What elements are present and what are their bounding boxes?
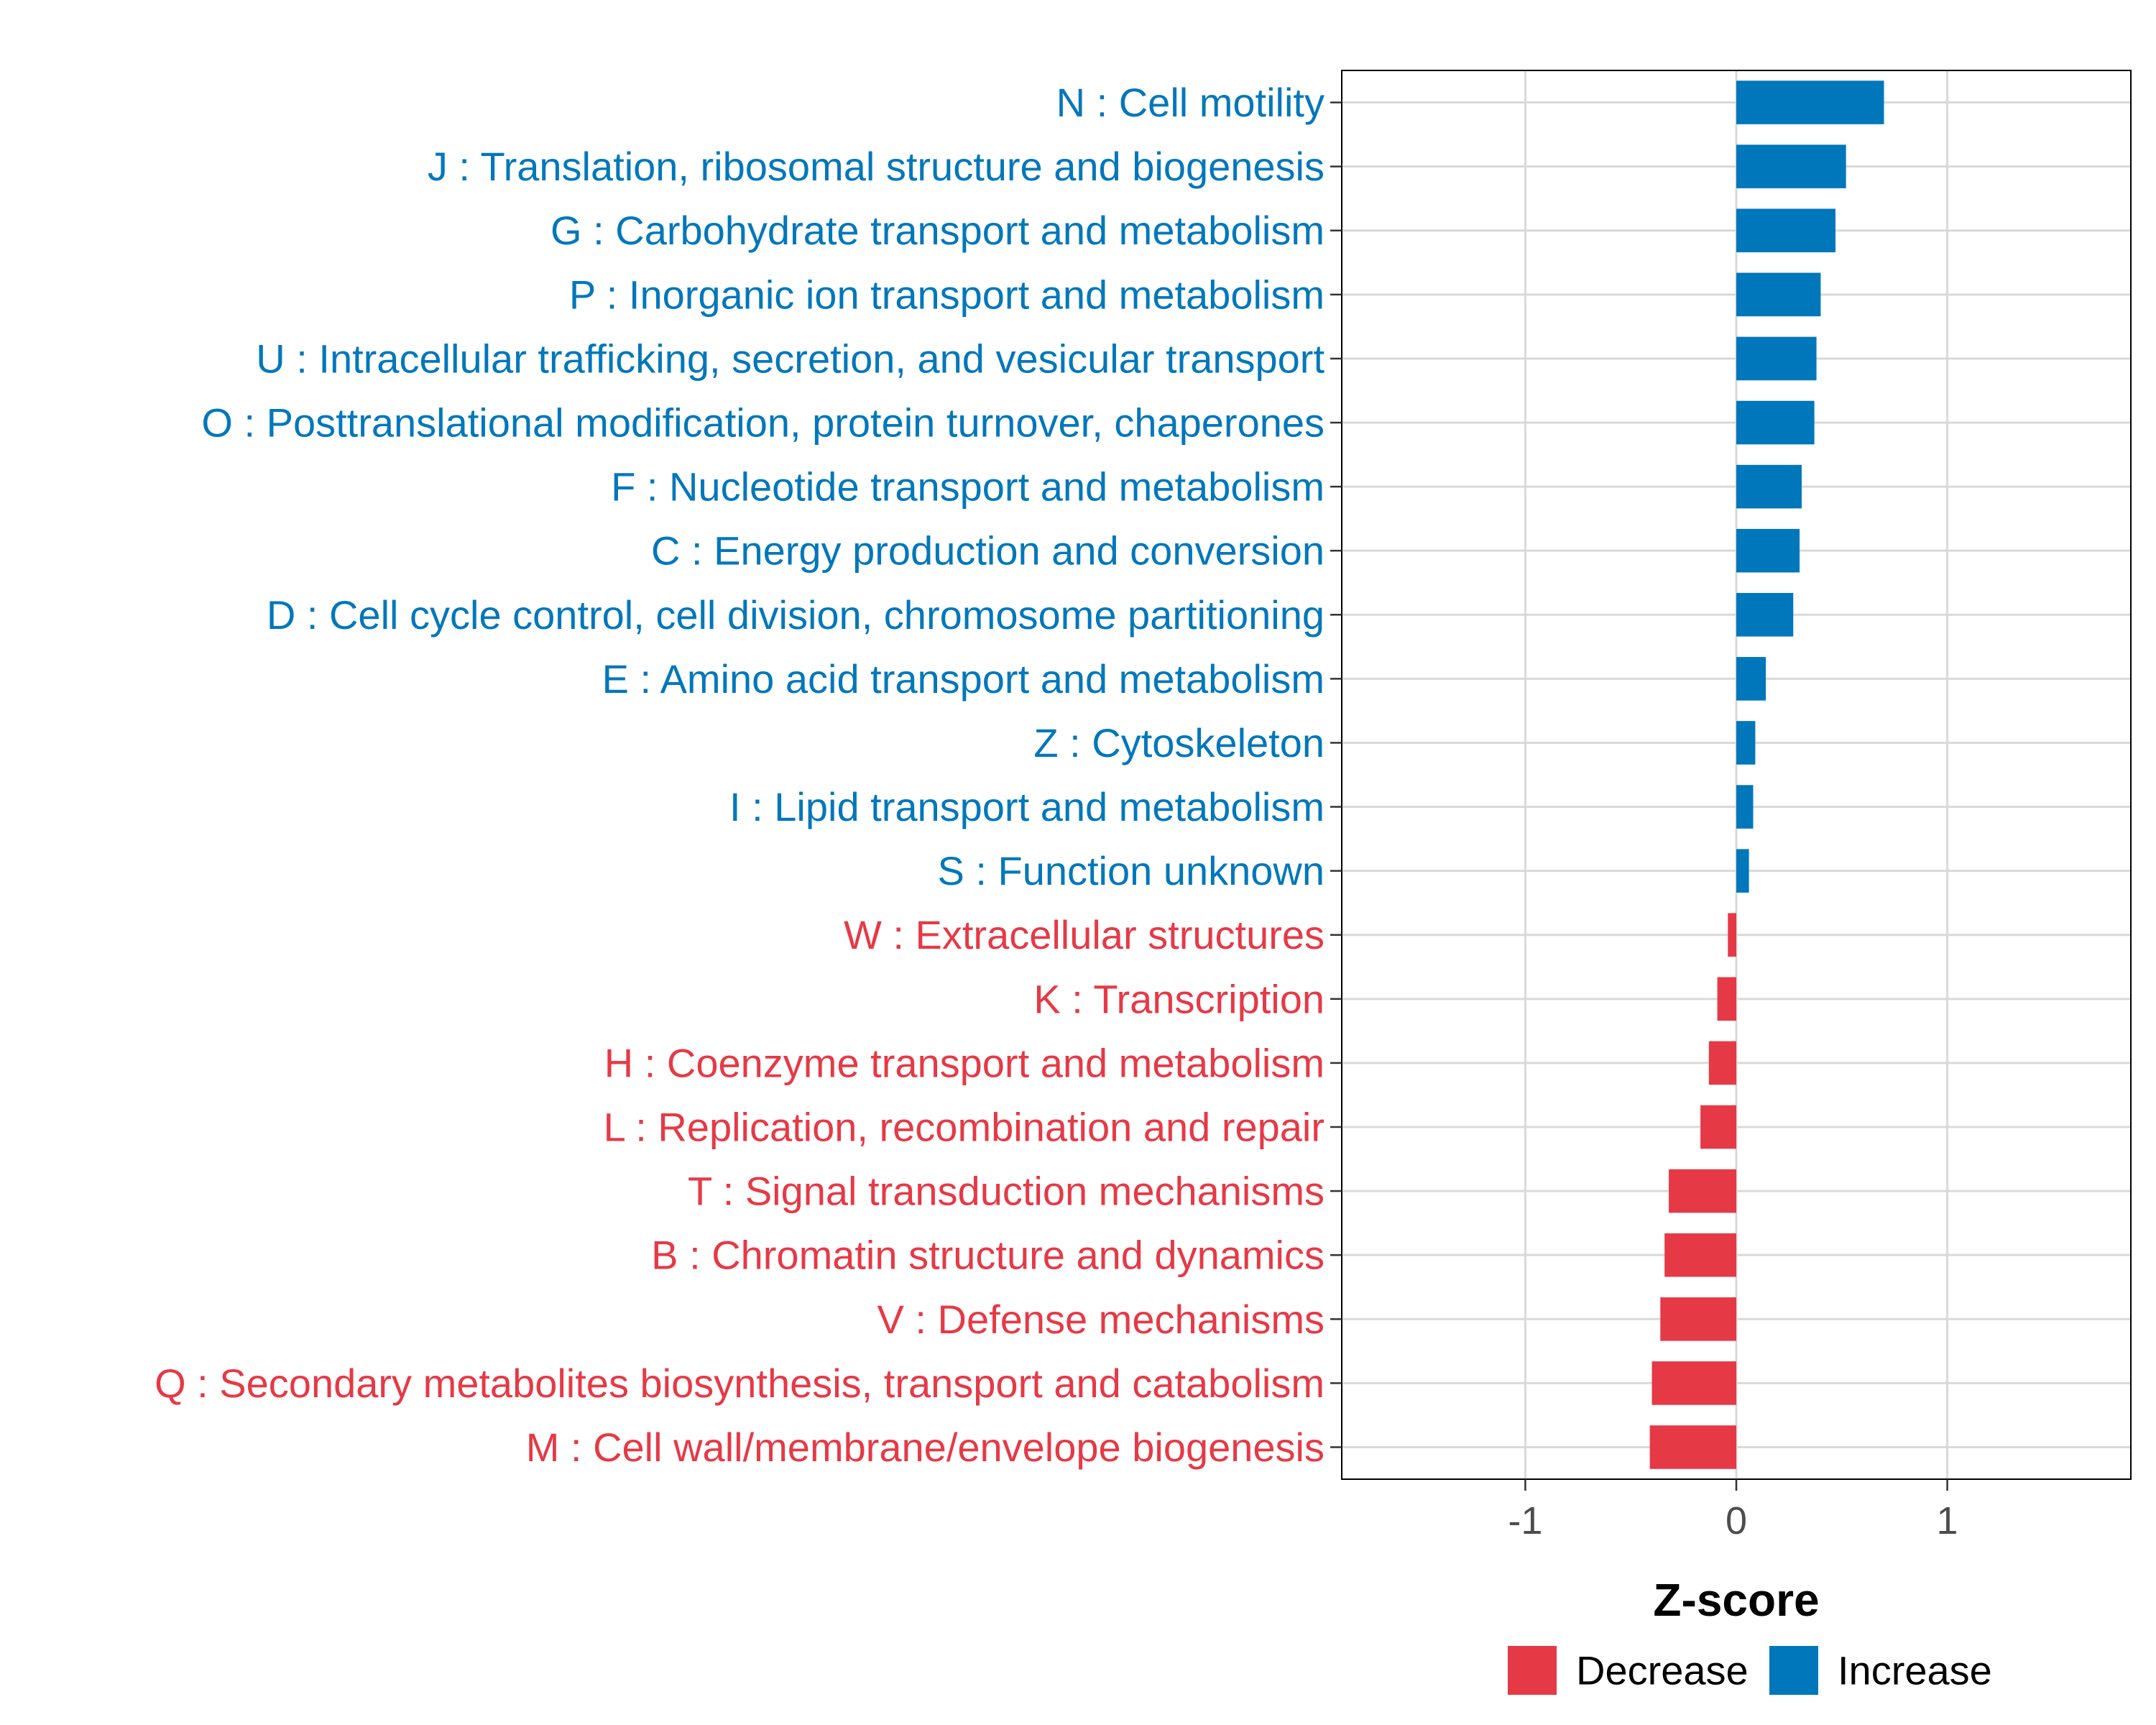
- y-tick-label: I : Lipid transport and metabolism: [729, 784, 1325, 829]
- y-tick-label: O : Posttranslational modification, prot…: [201, 400, 1325, 446]
- y-tick-label: F : Nucleotide transport and metabolism: [611, 464, 1325, 510]
- y-tick-label: N : Cell motility: [1056, 80, 1325, 125]
- x-tick-label: -1: [1508, 1499, 1542, 1542]
- x-tick-label: 1: [1937, 1499, 1958, 1542]
- x-tick-label: 0: [1726, 1499, 1747, 1542]
- bar-increase: [1736, 80, 1884, 124]
- bar-decrease: [1728, 913, 1736, 957]
- y-tick-label: G : Carbohydrate transport and metabolis…: [550, 208, 1325, 253]
- bar-increase: [1736, 657, 1766, 701]
- legend-label-decrease: Decrease: [1576, 1648, 1749, 1693]
- bar-decrease: [1649, 1425, 1736, 1469]
- y-tick-label: E : Amino acid transport and metabolism: [602, 656, 1325, 702]
- bar-increase: [1736, 336, 1817, 381]
- bar-decrease: [1660, 1297, 1736, 1341]
- bar-decrease: [1700, 1105, 1736, 1149]
- bar-decrease: [1669, 1169, 1736, 1213]
- bar-decrease: [1717, 977, 1736, 1021]
- bar-increase: [1736, 464, 1802, 509]
- bar-increase: [1736, 272, 1821, 317]
- y-tick-label: S : Function unknown: [937, 848, 1325, 893]
- y-tick-label: B : Chromatin structure and dynamics: [651, 1233, 1325, 1278]
- x-axis-title: Z-score: [1653, 1574, 1819, 1626]
- y-tick-label: C : Energy production and conversion: [651, 528, 1325, 574]
- bar-increase: [1736, 208, 1835, 253]
- legend-swatch-decrease: [1508, 1646, 1557, 1695]
- bar-decrease: [1651, 1361, 1736, 1405]
- y-axis-ticks: [1330, 101, 1342, 1448]
- y-tick-label: K : Transcription: [1033, 976, 1325, 1021]
- x-axis-ticks: -1 0 1: [1508, 1479, 1958, 1542]
- y-tick-label: T : Signal transduction mechanisms: [688, 1169, 1325, 1214]
- legend: Decrease Increase: [1508, 1646, 1992, 1695]
- legend-label-increase: Increase: [1838, 1648, 1992, 1693]
- y-tick-label: M : Cell wall/membrane/envelope biogenes…: [526, 1425, 1325, 1470]
- y-tick-label: W : Extracellular structures: [844, 912, 1325, 957]
- bar-increase: [1736, 849, 1749, 893]
- bar-increase: [1736, 400, 1815, 445]
- y-tick-label: H : Coenzyme transport and metabolism: [604, 1040, 1325, 1085]
- bar-increase: [1736, 592, 1794, 637]
- y-tick-label: P : Inorganic ion transport and metaboli…: [569, 272, 1325, 317]
- y-tick-label: Q : Secondary metabolites biosynthesis, …: [155, 1361, 1325, 1406]
- bar-increase: [1736, 721, 1756, 765]
- bar-increase: [1736, 144, 1846, 188]
- y-tick-label: J : Translation, ribosomal structure and…: [428, 144, 1325, 189]
- bar-increase: [1736, 528, 1800, 573]
- y-tick-label: Z : Cytoskeleton: [1033, 720, 1325, 765]
- legend-swatch-increase: [1769, 1646, 1818, 1695]
- y-axis-labels: N : Cell motility J : Translation, riboso…: [155, 80, 1325, 1470]
- bar-increase: [1736, 785, 1754, 829]
- bar-decrease: [1664, 1233, 1736, 1277]
- y-tick-label: D : Cell cycle control, cell division, c…: [267, 592, 1325, 638]
- y-tick-label: V : Defense mechanisms: [877, 1297, 1325, 1342]
- bar-decrease: [1708, 1041, 1736, 1085]
- y-tick-label: U : Intracellular trafficking, secretion…: [256, 336, 1325, 381]
- y-tick-label: L : Replication, recombination and repai…: [604, 1105, 1325, 1150]
- bars: [1649, 80, 1884, 1469]
